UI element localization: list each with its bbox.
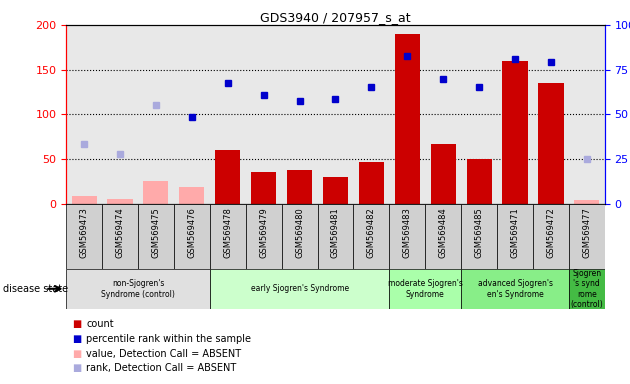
Bar [497, 204, 533, 269]
Bar [72, 196, 96, 204]
Bar [467, 159, 491, 204]
Text: GSM569482: GSM569482 [367, 207, 376, 258]
Text: GSM569478: GSM569478 [223, 207, 232, 258]
Bar [569, 204, 605, 269]
Bar [210, 269, 389, 309]
Bar [210, 204, 246, 269]
Text: early Sjogren's Syndrome: early Sjogren's Syndrome [251, 285, 348, 293]
Text: ■: ■ [72, 319, 82, 329]
Text: advanced Sjogren's
en's Syndrome: advanced Sjogren's en's Syndrome [478, 279, 553, 299]
Text: percentile rank within the sample: percentile rank within the sample [86, 334, 251, 344]
Bar [461, 269, 569, 309]
Text: GSM569474: GSM569474 [115, 207, 125, 258]
Text: ■: ■ [72, 363, 82, 373]
Text: GSM569475: GSM569475 [151, 207, 161, 258]
Text: value, Detection Call = ABSENT: value, Detection Call = ABSENT [86, 349, 241, 359]
Bar [180, 187, 204, 204]
Bar [425, 204, 461, 269]
Text: Sjogren
's synd
rome
(control): Sjogren 's synd rome (control) [571, 269, 603, 309]
Bar [431, 144, 455, 204]
Bar [287, 170, 312, 204]
Text: moderate Sjogren's
Syndrome: moderate Sjogren's Syndrome [388, 279, 462, 299]
Bar [539, 83, 563, 204]
Text: GSM569477: GSM569477 [582, 207, 592, 258]
Text: ■: ■ [72, 334, 82, 344]
Text: GSM569471: GSM569471 [510, 207, 520, 258]
Text: GSM569476: GSM569476 [187, 207, 197, 258]
Text: rank, Detection Call = ABSENT: rank, Detection Call = ABSENT [86, 363, 236, 373]
Text: GSM569485: GSM569485 [474, 207, 484, 258]
Bar [108, 199, 132, 204]
Text: GSM569483: GSM569483 [403, 207, 412, 258]
Bar [144, 181, 168, 204]
Bar [461, 204, 497, 269]
Bar [359, 162, 384, 204]
Bar [246, 204, 282, 269]
Text: GSM569479: GSM569479 [259, 207, 268, 258]
Bar [569, 269, 605, 309]
Bar [174, 204, 210, 269]
Bar [66, 269, 210, 309]
Text: count: count [86, 319, 114, 329]
Bar [282, 204, 318, 269]
Bar [323, 177, 348, 204]
Bar [533, 204, 569, 269]
Text: ■: ■ [72, 349, 82, 359]
Bar [353, 204, 389, 269]
Text: GSM569481: GSM569481 [331, 207, 340, 258]
Bar [575, 200, 599, 204]
Text: GSM569480: GSM569480 [295, 207, 304, 258]
Title: GDS3940 / 207957_s_at: GDS3940 / 207957_s_at [260, 11, 411, 24]
Bar [389, 204, 425, 269]
Bar [215, 150, 240, 204]
Text: GSM569472: GSM569472 [546, 207, 556, 258]
Bar [66, 204, 102, 269]
Bar [138, 204, 174, 269]
Bar [503, 61, 527, 204]
Bar [389, 269, 461, 309]
Text: GSM569473: GSM569473 [79, 207, 89, 258]
Text: GSM569484: GSM569484 [438, 207, 448, 258]
Bar [251, 172, 276, 204]
Bar [395, 34, 420, 204]
Text: disease state: disease state [3, 284, 68, 294]
Text: non-Sjogren's
Syndrome (control): non-Sjogren's Syndrome (control) [101, 279, 175, 299]
Bar [102, 204, 138, 269]
Bar [318, 204, 353, 269]
